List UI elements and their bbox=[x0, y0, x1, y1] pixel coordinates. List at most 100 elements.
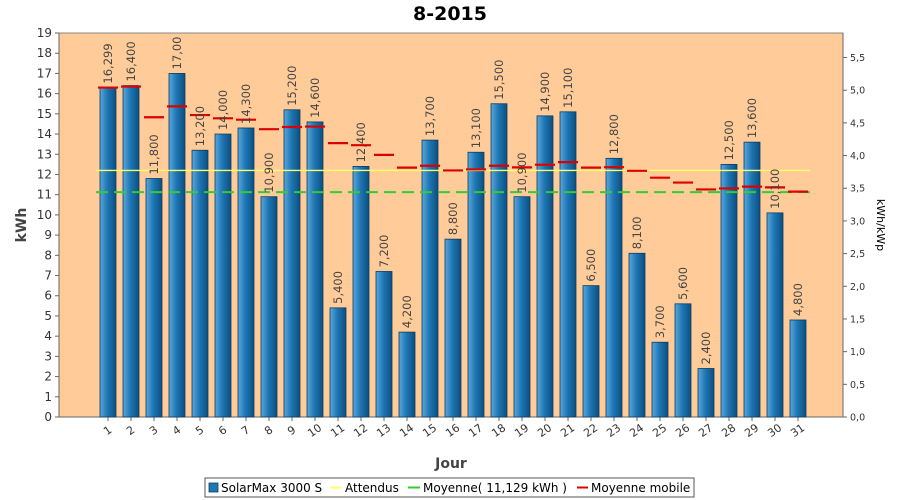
x-tick-label: 13 bbox=[374, 421, 393, 440]
data-label: 4,200 bbox=[400, 295, 414, 328]
data-label: 5,600 bbox=[676, 267, 690, 300]
x-tick-label: 20 bbox=[535, 421, 554, 440]
data-label: 12,800 bbox=[607, 114, 621, 154]
x-tick-label: 17 bbox=[466, 421, 485, 440]
data-label: 14,600 bbox=[308, 78, 322, 118]
x-tick-label: 4 bbox=[170, 423, 183, 438]
y2-tick-label: 5,0 bbox=[850, 86, 865, 97]
bar bbox=[467, 151, 485, 418]
x-tick-label: 28 bbox=[719, 421, 738, 440]
legend-swatch-bar bbox=[208, 482, 219, 493]
y-axis-right: 0,0 0,5 1,0 1,5 2,0 2,5 3,0 3,5 4,0 4,5 5,0 5,5 bbox=[842, 33, 865, 424]
data-label: 7,200 bbox=[377, 235, 391, 268]
y-tick-label: 10 bbox=[37, 208, 52, 222]
y-tick-label: 13 bbox=[37, 147, 52, 161]
data-label: 12,500 bbox=[722, 120, 736, 160]
bar bbox=[697, 368, 715, 418]
x-tick-label: 1 bbox=[101, 423, 114, 438]
data-label: 13,600 bbox=[745, 98, 759, 138]
x-tick-label: 3 bbox=[147, 423, 160, 438]
y2-axis-title: kWh/kWp bbox=[874, 199, 887, 251]
x-tick-label: 23 bbox=[604, 421, 623, 440]
x-tick-label: 15 bbox=[420, 421, 439, 440]
data-label: 13,700 bbox=[423, 96, 437, 136]
y2-tick-label: 2,5 bbox=[850, 249, 865, 260]
y-tick-label: 17 bbox=[37, 66, 52, 80]
bar bbox=[628, 252, 646, 418]
bar bbox=[329, 307, 347, 418]
data-label: 11,800 bbox=[147, 134, 161, 174]
bar bbox=[122, 85, 140, 418]
data-label: 8,800 bbox=[446, 202, 460, 235]
data-label: 15,200 bbox=[285, 66, 299, 106]
y-tick-label: 2 bbox=[44, 370, 52, 384]
x-tick-label: 9 bbox=[285, 423, 298, 438]
x-axis-title: Jour bbox=[434, 456, 467, 472]
y-tick-label: 15 bbox=[37, 107, 52, 121]
x-tick-label: 24 bbox=[627, 421, 646, 440]
x-tick-label: 11 bbox=[328, 421, 347, 440]
x-tick-label: 18 bbox=[489, 421, 508, 440]
x-tick-label: 30 bbox=[765, 421, 784, 440]
bar bbox=[283, 109, 301, 418]
bar bbox=[237, 127, 255, 418]
legend-label-moving: Moyenne mobile bbox=[591, 481, 690, 495]
bar bbox=[513, 196, 531, 418]
x-tick-label: 16 bbox=[443, 421, 462, 440]
y-tick-label: 1 bbox=[44, 390, 52, 404]
bar bbox=[352, 165, 370, 418]
bar bbox=[651, 341, 669, 418]
x-tick-label: 6 bbox=[216, 423, 229, 438]
data-label: 13,100 bbox=[469, 108, 483, 148]
bar bbox=[99, 87, 117, 418]
x-tick-label: 22 bbox=[581, 421, 600, 440]
bar bbox=[559, 111, 577, 418]
y2-tick-label: 3,5 bbox=[850, 184, 865, 195]
y2-tick-label: 0,0 bbox=[850, 413, 865, 424]
bar bbox=[260, 196, 278, 418]
y-tick-label: 11 bbox=[37, 188, 52, 202]
data-label: 14,900 bbox=[538, 72, 552, 112]
x-tick-label: 27 bbox=[696, 421, 715, 440]
data-label: 2,400 bbox=[699, 332, 713, 365]
data-label: 10,900 bbox=[515, 152, 529, 192]
data-label: 8,100 bbox=[630, 216, 644, 249]
y-tick-label: 0 bbox=[44, 410, 52, 424]
data-label: 16,400 bbox=[124, 41, 138, 81]
x-tick-label: 29 bbox=[742, 421, 761, 440]
x-tick-label: 5 bbox=[193, 423, 206, 438]
y-tick-label: 18 bbox=[37, 46, 52, 60]
y-tick-label: 7 bbox=[44, 269, 52, 283]
y2-tick-label: 4,0 bbox=[850, 151, 865, 162]
bar bbox=[444, 238, 462, 418]
bar bbox=[536, 115, 554, 418]
data-label: 13,200 bbox=[193, 106, 207, 146]
moving-average-series bbox=[98, 85, 808, 193]
y2-tick-label: 0,5 bbox=[850, 380, 865, 391]
data-label: 14,000 bbox=[216, 90, 230, 130]
bar-series bbox=[99, 73, 807, 418]
legend-label-average: Moyenne( 11,129 kWh ) bbox=[423, 481, 567, 495]
bar bbox=[398, 331, 416, 418]
y-tick-label: 19 bbox=[37, 26, 52, 40]
bar bbox=[605, 157, 623, 418]
bar bbox=[214, 133, 232, 418]
bar bbox=[306, 121, 324, 418]
data-label: 15,500 bbox=[492, 59, 506, 99]
data-label: 3,700 bbox=[653, 305, 667, 338]
x-tick-label: 7 bbox=[239, 423, 252, 438]
data-label: 17,00 bbox=[170, 36, 184, 69]
y-tick-label: 4 bbox=[44, 329, 52, 343]
bar bbox=[168, 73, 186, 418]
x-tick-label: 25 bbox=[650, 421, 669, 440]
x-tick-label: 21 bbox=[558, 421, 577, 440]
data-label: 15,100 bbox=[561, 68, 575, 108]
x-tick-label: 31 bbox=[788, 421, 807, 440]
bar bbox=[421, 139, 439, 418]
data-label: 12,400 bbox=[354, 122, 368, 162]
bar bbox=[743, 141, 761, 418]
y-tick-label: 3 bbox=[44, 349, 52, 363]
x-tick-label: 26 bbox=[673, 421, 692, 440]
